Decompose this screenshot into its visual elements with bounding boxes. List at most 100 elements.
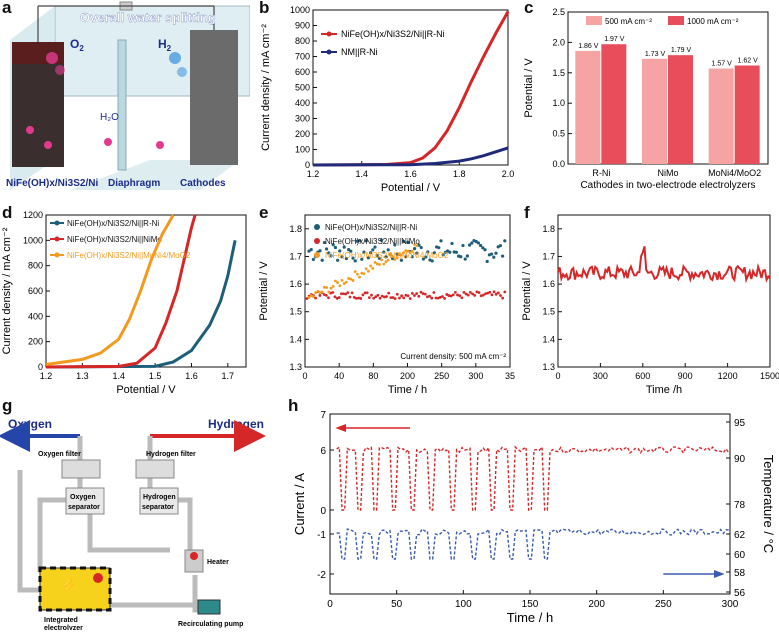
x-tick-label: 50 <box>391 599 403 610</box>
data-point-series-1 <box>387 291 391 295</box>
data-point-series-0 <box>492 255 496 259</box>
pump-box <box>197 599 221 615</box>
data-point-series-1 <box>402 296 406 300</box>
x-tick-label: 80 <box>368 371 378 381</box>
data-point-series-1 <box>419 290 423 294</box>
data-point-series-1 <box>404 293 408 297</box>
data-point-series-1 <box>391 296 395 299</box>
data-point-series-1 <box>340 292 343 296</box>
data-point-series-0 <box>490 252 494 256</box>
data-point-series-1 <box>430 296 434 300</box>
data-point-series-0 <box>318 249 322 253</box>
data-point-series-0 <box>353 259 357 263</box>
series-line-1 <box>45 214 197 369</box>
water-molecule <box>104 138 112 146</box>
hydrogen-separator-label-2: separator <box>142 504 174 511</box>
electrolyzer-label-2: electrolyzer <box>44 625 83 630</box>
data-point-series-2 <box>345 280 348 284</box>
data-point-series-1 <box>484 292 487 296</box>
x-tick-label: 200 <box>400 371 415 381</box>
data-point-series-1 <box>441 295 444 298</box>
o2-bubble <box>55 65 65 75</box>
bar-value-label: 1.86 V <box>578 43 599 50</box>
data-point-series-1 <box>486 291 489 295</box>
x-tick-label: 250 <box>434 371 449 381</box>
y-tick-label: 400 <box>295 98 310 108</box>
data-point-series-1 <box>464 292 468 296</box>
data-point-series-2 <box>393 258 397 261</box>
data-point-series-0 <box>382 250 386 254</box>
data-point-series-2 <box>364 267 368 271</box>
hazard-stripes <box>38 566 112 612</box>
y-tick-label: 1.7 <box>542 251 555 261</box>
water-molecule <box>156 141 164 149</box>
y-axis-label-right: Temperature / °C <box>761 455 776 553</box>
y-axis-label: Potential / V <box>521 261 533 321</box>
data-point-series-1 <box>378 296 382 300</box>
data-point-series-0 <box>331 243 335 247</box>
data-point-series-1 <box>456 293 459 297</box>
data-point-series-1 <box>426 295 429 299</box>
electrolyzer-label: Integrated <box>44 617 78 624</box>
y-tick-label: 800 <box>28 261 43 271</box>
data-point-series-1 <box>415 292 419 295</box>
data-point-series-0 <box>320 258 324 262</box>
data-point-series-2 <box>391 255 394 259</box>
chart-f: 0 300 600 900 1200 1500 1.3 1.4 1.5 1.6 1.7 1.8 Time… <box>521 214 779 396</box>
h2o-label: H₂O <box>100 112 119 123</box>
data-point-series-1 <box>423 292 427 296</box>
panel-d: d 1.2 1.3 1.4 1.5 1.6 1.7 0 200 400 600 800 1000 120… <box>0 203 255 396</box>
y-tick-label-right: 62 <box>734 530 746 541</box>
y-tick-label: 1.0 <box>552 98 565 108</box>
data-point-series-1 <box>359 297 363 300</box>
data-point-series-1 <box>458 294 462 298</box>
panel-b-label: b <box>259 0 270 17</box>
data-point-series-1 <box>357 296 360 300</box>
data-point-series-0 <box>393 243 397 247</box>
y-tick-label: 1.5 <box>552 68 565 78</box>
y-tick-label: 1.3 <box>542 362 555 372</box>
data-point-series-2 <box>329 286 333 290</box>
data-point-series-2 <box>323 285 326 289</box>
data-point-series-1 <box>333 295 337 299</box>
data-point-series-2 <box>360 271 364 275</box>
bar-1 <box>734 65 760 164</box>
y-tick-label: 1000 <box>290 5 310 15</box>
data-point-series-0 <box>340 255 344 259</box>
data-point-series-0 <box>501 254 505 258</box>
y-tick-label: 700 <box>295 52 310 62</box>
x-tick-label: 1.5 <box>149 371 162 381</box>
anode-label: NiFe(OH)x/Ni3S2/Ni <box>6 178 98 189</box>
data-point-series-1 <box>393 297 397 300</box>
series-line-temperature <box>336 527 729 560</box>
series-line-0 <box>45 240 237 369</box>
data-point-series-1 <box>318 294 322 297</box>
data-point-series-0 <box>454 250 458 254</box>
legend-text-0: NiFe(OH)x/Ni3S2/Ni||R-Ni <box>341 29 445 39</box>
bar-value-label: 1.79 V <box>671 47 692 54</box>
data-point-series-0 <box>481 246 485 250</box>
chart-c: 0.0 0.5 1.0 1.5 2.0 2.5 Potential / V 1.86 V 1.9… <box>523 7 769 191</box>
panel-h: h 0 50 100 150 200 250 300 Time / h -2 -1 0 6 7 56 58 6… <box>288 396 779 630</box>
data-point-series-1 <box>501 296 505 300</box>
data-point-series-0 <box>432 251 436 255</box>
heater-label: Heater <box>207 559 229 566</box>
bar-1 <box>601 44 627 164</box>
y-tick-label: 0.0 <box>552 159 565 169</box>
bar-value-label: 1.57 V <box>712 61 733 68</box>
data-point-series-1 <box>380 294 384 298</box>
data-point-series-0 <box>369 251 373 255</box>
y-tick-label: 800 <box>295 36 310 46</box>
panel-b: b 1.2 1.4 1.6 1.8 2.0 0 100 200 300 400 500 600 700 8… <box>255 0 520 200</box>
data-point-series-0 <box>415 251 419 255</box>
data-point-series-1 <box>389 296 393 300</box>
data-point-series-2 <box>373 260 377 264</box>
y-tick-label: 2.0 <box>552 37 565 47</box>
data-point-series-0 <box>483 248 487 252</box>
x-axis-label: Time / h <box>388 384 427 395</box>
legend-marker-2 <box>54 252 60 258</box>
legend-text-0: 500 mA cm⁻² <box>605 17 652 26</box>
y-tick-label-right: 95 <box>734 418 746 429</box>
panel-a-label: a <box>2 0 12 17</box>
data-point-series-2 <box>415 244 419 248</box>
